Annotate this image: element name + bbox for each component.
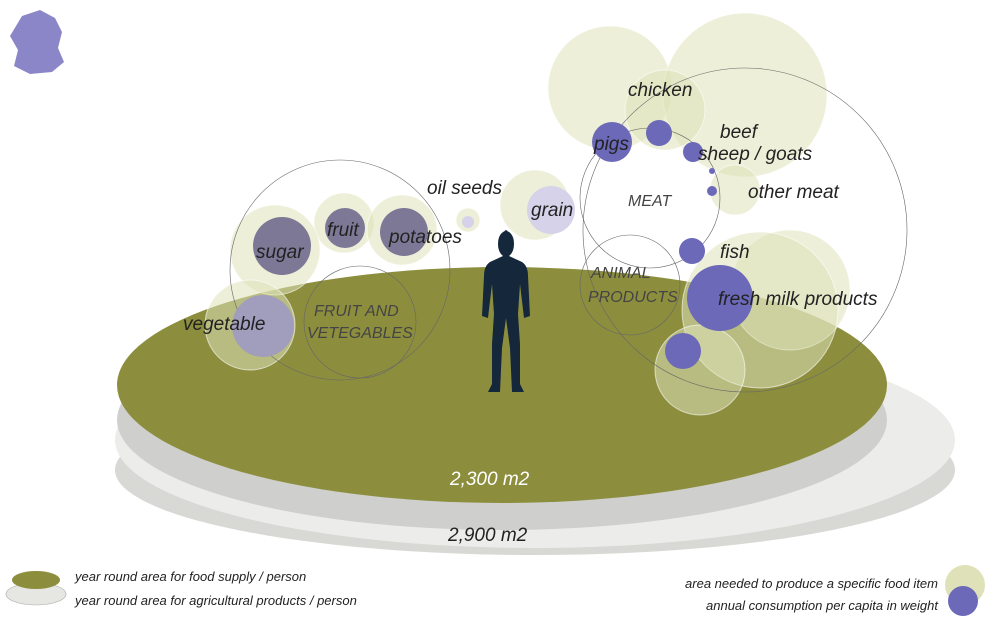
legend-text: year round area for agricultural product… xyxy=(74,593,357,608)
legend-text: year round area for food supply / person xyxy=(74,569,306,584)
legend-text: area needed to produce a specific food i… xyxy=(685,576,938,591)
label: vegetable xyxy=(183,314,265,335)
consumption-circles xyxy=(232,120,753,369)
label: oil seeds xyxy=(427,178,502,199)
group-label: ANIMAL xyxy=(590,265,651,282)
label: potatoes xyxy=(388,227,462,248)
label: fresh milk products xyxy=(718,289,878,310)
label: fish xyxy=(720,242,750,263)
label: pigs xyxy=(593,134,629,155)
group-rings xyxy=(229,67,908,393)
label: beef xyxy=(720,122,759,143)
group-label: FRUIT AND xyxy=(314,303,399,320)
area-label: 2,300 m2 xyxy=(449,469,530,490)
label: chicken xyxy=(628,80,692,101)
legend-text: annual consumption per capita in weight xyxy=(706,598,939,613)
area-circles xyxy=(204,12,851,416)
label: sugar xyxy=(256,242,304,263)
label: other meat xyxy=(748,182,840,203)
legend-swatch xyxy=(948,586,978,616)
person-silhouette xyxy=(482,230,530,392)
group-label: PRODUCTS xyxy=(588,289,678,306)
group-label: MEAT xyxy=(628,193,672,210)
germany-map xyxy=(10,10,64,74)
label: sheep / goats xyxy=(698,144,813,165)
legend-swatch xyxy=(12,571,60,589)
label: grain xyxy=(531,200,573,221)
label: fruit xyxy=(327,220,359,241)
group-label: VETEGABLES xyxy=(307,325,413,342)
area-label: 2,900 m2 xyxy=(447,525,528,546)
